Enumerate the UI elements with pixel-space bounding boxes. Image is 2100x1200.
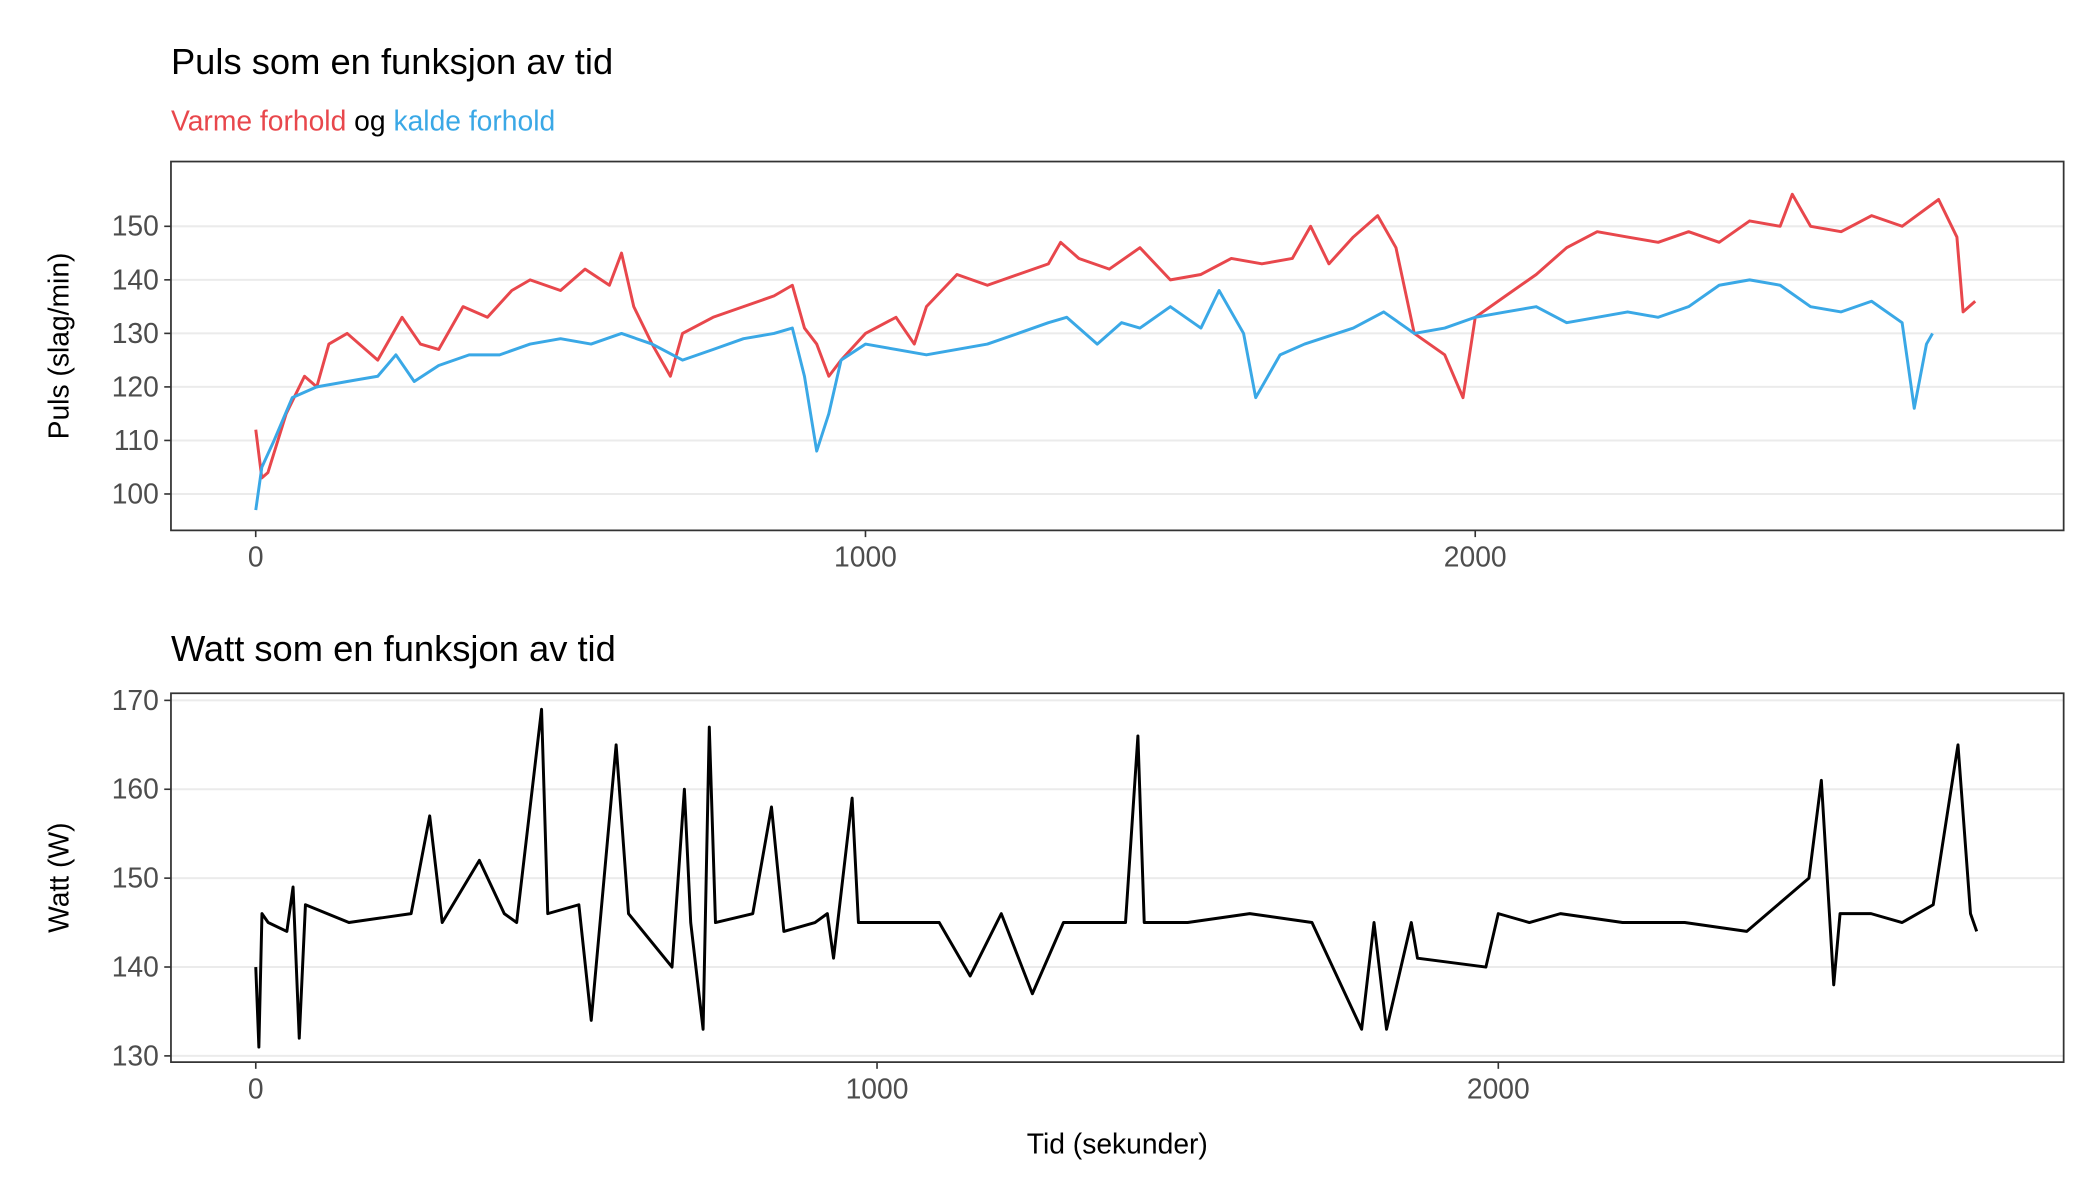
chart-subtitle: Varme forhold og kalde forhold bbox=[171, 105, 555, 137]
y-axis-label: Puls (slag/min) bbox=[43, 253, 75, 440]
x-tick-label: 1000 bbox=[846, 1072, 909, 1104]
y-tick-label: 140 bbox=[112, 263, 159, 295]
y-tick-label: 150 bbox=[112, 210, 159, 242]
legend-entry: Varme forhold bbox=[171, 105, 346, 137]
series-line bbox=[254, 707, 1979, 1049]
panel-border bbox=[170, 692, 2065, 1063]
chart-title: Puls som en funksjon av tid bbox=[171, 41, 613, 82]
y-tick-label: 130 bbox=[112, 1039, 159, 1071]
y-tick-label: 130 bbox=[112, 317, 159, 349]
y-axis-label: Watt (W) bbox=[43, 823, 75, 933]
y-tick-label: 110 bbox=[114, 424, 159, 456]
x-tick-label: 2000 bbox=[1467, 1072, 1530, 1104]
y-tick-label: 120 bbox=[112, 370, 159, 402]
panel-border bbox=[170, 160, 2065, 532]
y-tick-label: 150 bbox=[112, 862, 159, 894]
x-tick-label: 0 bbox=[248, 1072, 264, 1104]
legend-entry: kalde forhold bbox=[393, 105, 555, 137]
y-tick-label: 160 bbox=[112, 773, 159, 805]
y-tick-label: 170 bbox=[112, 684, 159, 716]
x-tick-label: 1000 bbox=[834, 541, 897, 573]
y-tick-label: 140 bbox=[112, 950, 159, 982]
x-tick-label: 2000 bbox=[1444, 541, 1507, 573]
subtitle-joiner: og bbox=[354, 105, 385, 137]
series-line bbox=[254, 278, 1934, 511]
chart-title: Watt som en funksjon av tid bbox=[171, 628, 616, 669]
series-line bbox=[254, 192, 1977, 480]
x-tick-label: 0 bbox=[248, 541, 264, 573]
y-tick-label: 100 bbox=[112, 477, 159, 509]
x-axis-label: Tid (sekunder) bbox=[1027, 1128, 1208, 1160]
